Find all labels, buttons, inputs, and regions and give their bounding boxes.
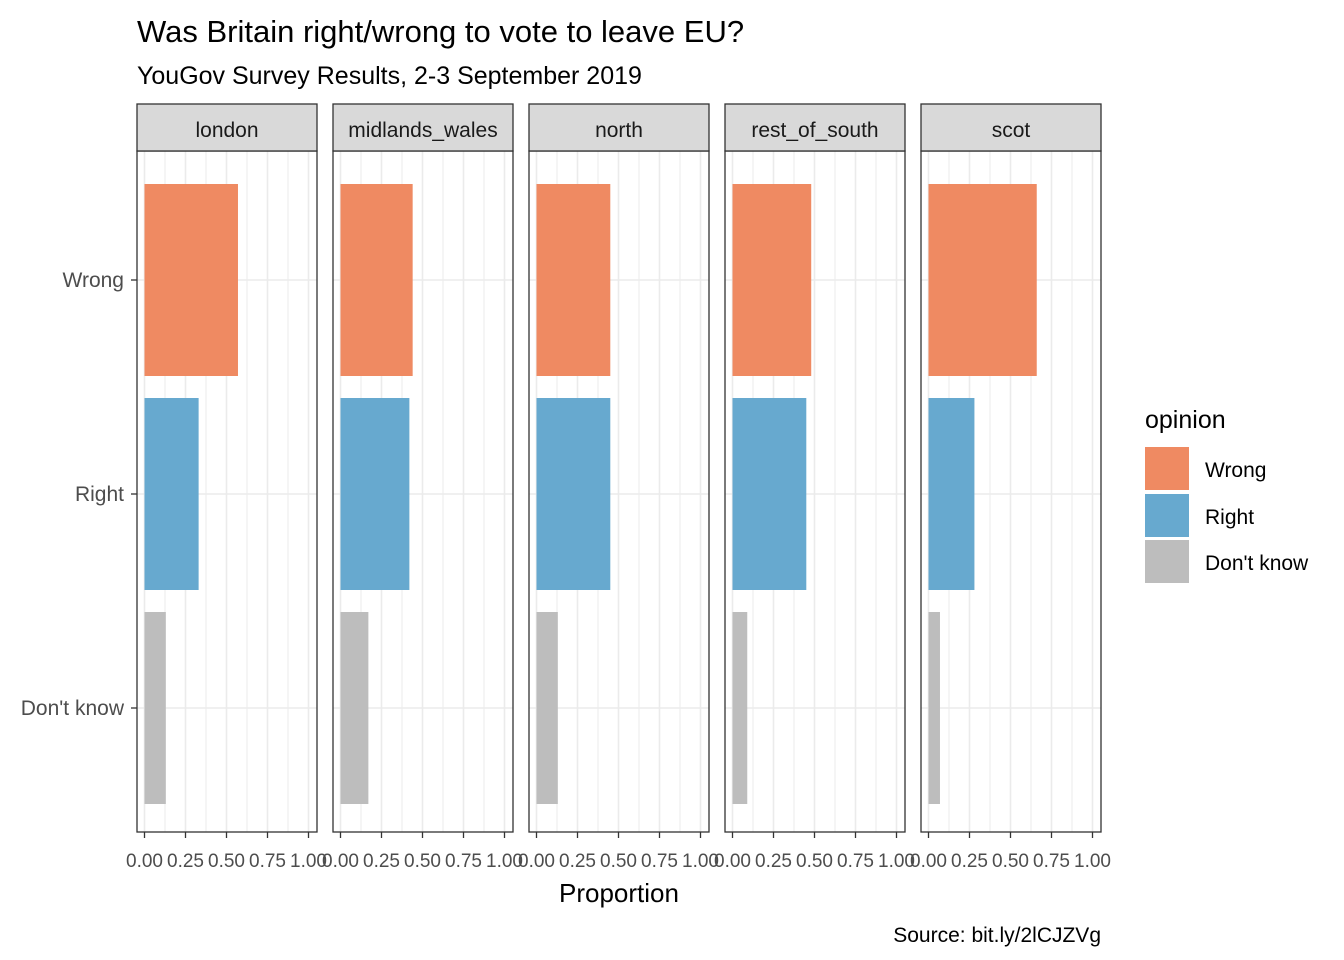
bar-north-wrong bbox=[536, 184, 611, 376]
x-tick-label: 0.00 bbox=[518, 851, 555, 872]
facet-strip bbox=[136, 103, 318, 152]
x-tick-label: 1.00 bbox=[878, 851, 915, 872]
bar-scot-wrong bbox=[928, 184, 1037, 376]
bar-rest-of-south-right bbox=[732, 398, 807, 590]
x-tick-label: 0.50 bbox=[404, 851, 441, 872]
bar-midlands-wales-right bbox=[340, 398, 410, 590]
x-tick-label: 1.00 bbox=[1074, 851, 1111, 872]
legend-key-right bbox=[1145, 494, 1189, 537]
x-tick-label: 0.75 bbox=[1033, 851, 1070, 872]
bar-scot-right bbox=[928, 398, 975, 590]
bar-london-right bbox=[144, 398, 199, 590]
x-tick-label: 0.50 bbox=[992, 851, 1029, 872]
legend-label-wrong: Wrong bbox=[1205, 459, 1266, 482]
chart-title: Was Britain right/wrong to vote to leave… bbox=[137, 14, 744, 49]
bar-london-wrong bbox=[144, 184, 238, 376]
facet-panel-rest-of-south: rest_of_south 0.00 0.25 0.50 0.75 1.00 bbox=[714, 103, 915, 872]
x-axis-title: Proportion bbox=[559, 878, 679, 908]
facet-strip-label: midlands_wales bbox=[348, 119, 497, 142]
facet-strip-label: london bbox=[195, 119, 258, 142]
legend-key-don-t-know bbox=[1145, 540, 1189, 583]
facet-strip bbox=[332, 103, 514, 152]
facet-strip-label: rest_of_south bbox=[751, 119, 878, 142]
x-tick-label: 0.75 bbox=[249, 851, 286, 872]
y-tick-label: Don't know bbox=[21, 697, 125, 720]
x-tick-label: 1.00 bbox=[486, 851, 523, 872]
legend-label-don-t-know: Don't know bbox=[1205, 552, 1309, 575]
legend-title: opinion bbox=[1145, 406, 1226, 434]
x-tick-label: 0.00 bbox=[322, 851, 359, 872]
chart-subtitle: YouGov Survey Results, 2-3 September 201… bbox=[137, 62, 642, 90]
facet-strip bbox=[528, 103, 710, 152]
bar-midlands-wales-don-t-know bbox=[340, 612, 369, 804]
bar-london-don-t-know bbox=[144, 612, 166, 804]
x-tick-label: 0.25 bbox=[363, 851, 400, 872]
y-tick-label: Wrong bbox=[63, 269, 124, 292]
x-tick-label: 0.75 bbox=[837, 851, 874, 872]
x-tick-label: 0.50 bbox=[208, 851, 245, 872]
bar-midlands-wales-wrong bbox=[340, 184, 413, 376]
x-tick-label: 0.50 bbox=[796, 851, 833, 872]
legend-label-right: Right bbox=[1205, 506, 1254, 529]
x-tick-label: 0.00 bbox=[126, 851, 163, 872]
x-tick-label: 0.25 bbox=[167, 851, 204, 872]
bar-rest-of-south-wrong bbox=[732, 184, 812, 376]
facet-panel-london: london 0.00 0.25 0.50 0.75 1.00 bbox=[126, 103, 327, 872]
bar-north-right bbox=[536, 398, 611, 590]
x-tick-label: 0.25 bbox=[951, 851, 988, 872]
x-tick-label: 0.25 bbox=[559, 851, 596, 872]
facet-panel-scot: scot 0.00 0.25 0.50 0.75 1.00 bbox=[910, 103, 1111, 872]
x-tick-label: 1.00 bbox=[290, 851, 327, 872]
x-tick-label: 0.00 bbox=[714, 851, 751, 872]
y-tick-label: Right bbox=[75, 483, 124, 506]
bar-scot-don-t-know bbox=[928, 612, 940, 804]
legend: opinion Wrong Right Don't know bbox=[1145, 406, 1309, 583]
legend-key-wrong bbox=[1145, 447, 1189, 490]
bar-north-don-t-know bbox=[536, 612, 558, 804]
x-tick-label: 0.00 bbox=[910, 851, 947, 872]
facet-panel-midlands-wales: midlands_wales 0.00 0.25 0.50 0.75 1.00 bbox=[322, 103, 523, 872]
facet-strip-label: scot bbox=[992, 119, 1031, 142]
caption: Source: bit.ly/2lCJZVg bbox=[893, 924, 1101, 947]
facet-panel-north: north 0.00 0.25 0.50 0.75 1.00 bbox=[518, 103, 719, 872]
facet-strip-label: north bbox=[595, 119, 643, 142]
x-tick-label: 0.50 bbox=[600, 851, 637, 872]
x-tick-label: 0.75 bbox=[445, 851, 482, 872]
facet-strip bbox=[920, 103, 1102, 152]
y-axis: Wrong Right Don't know bbox=[21, 269, 137, 720]
x-tick-label: 1.00 bbox=[682, 851, 719, 872]
x-tick-label: 0.75 bbox=[641, 851, 678, 872]
x-tick-label: 0.25 bbox=[755, 851, 792, 872]
bar-rest-of-south-don-t-know bbox=[732, 612, 748, 804]
facet-strip bbox=[724, 103, 906, 152]
